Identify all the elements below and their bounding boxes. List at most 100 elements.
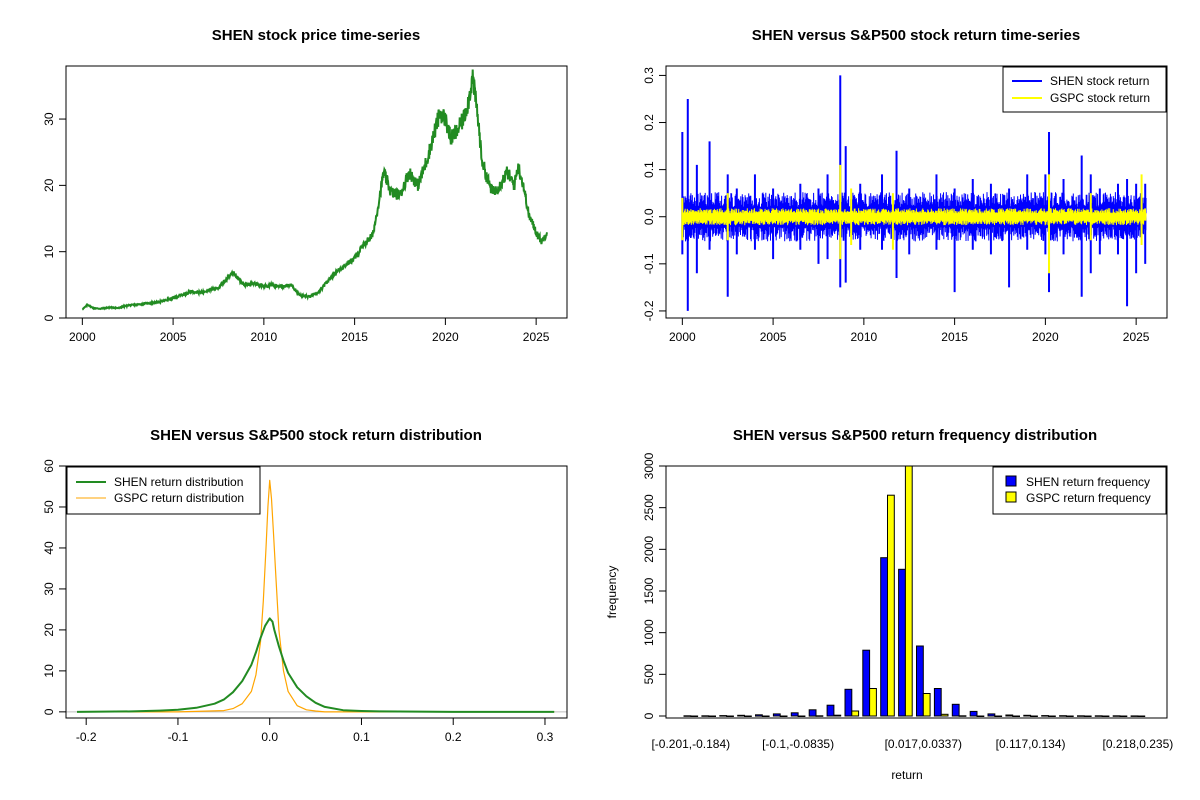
price-x-tick-label: 2025	[523, 330, 550, 344]
gspc-frequency-bar	[833, 714, 842, 717]
shen-frequency-bar	[1130, 715, 1139, 717]
frequency-y-tick-label: 1500	[642, 577, 656, 604]
gspc-frequency-bar	[994, 715, 1003, 717]
panel-return-frequency: SHEN versus S&P500 return frequency dist…	[605, 427, 1173, 782]
return-x-tick-label: 2025	[1123, 330, 1150, 344]
shen-return-legend-label: SHEN stock return	[1050, 74, 1149, 88]
gspc-frequency-bar	[1065, 715, 1074, 717]
shen-frequency-bar	[1041, 715, 1049, 717]
panel-return-timeseries: SHEN versus S&P500 stock return time-ser…	[642, 27, 1168, 344]
density-x-tick-label: -0.1	[168, 730, 189, 744]
gspc-density-legend-label: GSPC return distribution	[114, 491, 244, 505]
frequency-y-tick-label: 3000	[642, 452, 656, 479]
frequency-y-tick-label: 500	[642, 664, 656, 684]
shen-frequency-bar	[755, 714, 763, 717]
frequency-y-tick-label: 2500	[642, 494, 656, 521]
gspc-frequency-legend-swatch	[1005, 491, 1017, 503]
density-y-tick-label: 60	[42, 459, 56, 473]
gspc-frequency-bar	[1012, 715, 1021, 717]
gspc-frequency-bar	[690, 715, 699, 717]
shen-frequency-bar	[808, 709, 817, 717]
return-y-tick-label: -0.2	[642, 300, 656, 321]
price-x-tick-label: 2005	[160, 330, 187, 344]
price-y-tick-label: 0	[42, 314, 56, 321]
density-legend-box	[66, 466, 261, 515]
return-legend-box	[1002, 66, 1167, 113]
return-x-tick-label: 2020	[1032, 330, 1059, 344]
gspc-frequency-bar	[1048, 715, 1056, 717]
gspc-frequency-bar	[1101, 715, 1110, 717]
shen-frequency-bar	[862, 649, 871, 717]
shen-frequency-bar	[701, 715, 710, 717]
gspc-frequency-bar	[1137, 715, 1146, 717]
price-x-tick-label: 2020	[432, 330, 459, 344]
shen-frequency-bar	[683, 715, 692, 717]
return-legend: SHEN stock return GSPC stock return	[1002, 66, 1167, 113]
gspc-frequency-bar	[1119, 715, 1128, 717]
shen-density-legend-label: SHEN return distribution	[114, 475, 243, 489]
gspc-return-legend-label: GSPC stock return	[1050, 91, 1150, 105]
shen-frequency-bar	[790, 712, 799, 717]
gspc-frequency-bar	[761, 715, 770, 717]
price-x-tick-label: 2010	[251, 330, 278, 344]
shen-frequency-legend-swatch	[1005, 475, 1017, 487]
frequency-y-tick-label: 1000	[642, 619, 656, 646]
density-x-tick-label: 0.1	[353, 730, 370, 744]
gspc-frequency-bar	[1030, 715, 1038, 717]
gspc-frequency-bar	[726, 715, 734, 717]
density-plot-frame	[65, 465, 568, 719]
shen-frequency-bar	[951, 703, 960, 717]
return-x-tick-label: 2000	[669, 330, 696, 344]
gspc-frequency-bar	[887, 494, 895, 717]
frequency-y-tick-label: 2000	[642, 536, 656, 563]
gspc-frequency-legend-label: GSPC return frequency	[1026, 491, 1151, 505]
gspc-frequency-bar	[851, 710, 860, 717]
gspc-frequency-bar	[940, 713, 949, 717]
return-y-tick-label: 0.1	[642, 161, 656, 178]
shen-frequency-bar	[898, 568, 906, 717]
density-x-tick-label: -0.2	[76, 730, 97, 744]
shen-frequency-bar	[719, 715, 728, 717]
gspc-frequency-bar	[779, 715, 788, 717]
price-chart-title: SHEN stock price time-series	[212, 27, 420, 44]
frequency-legend-box	[992, 466, 1167, 515]
shen-frequency-bar	[737, 714, 746, 717]
frequency-y-axis-label: frequency	[605, 566, 619, 619]
frequency-x-tick-label: [-0.201,-0.184)	[651, 737, 730, 751]
gspc-frequency-bar	[922, 693, 931, 717]
shen-frequency-bar	[772, 713, 781, 717]
gspc-frequency-bar	[904, 466, 913, 717]
frequency-plot-area: 0 500 1000 1500 2000 2500 3000 [-0.201,-0.184) […	[642, 452, 1173, 751]
frequency-y-tick-label: 0	[642, 712, 656, 719]
density-legend: SHEN return distribution GSPC return dis…	[66, 466, 261, 515]
frequency-chart-title: SHEN versus S&P500 return frequency dist…	[733, 427, 1097, 444]
frequency-plot-frame	[665, 465, 1168, 719]
price-y-tick-label: 10	[42, 245, 56, 259]
price-y-tick-label: 30	[42, 112, 56, 126]
shen-frequency-legend-label: SHEN return frequency	[1026, 475, 1150, 489]
shen-frequency-bar	[987, 713, 996, 717]
gspc-frequency-bar	[744, 715, 752, 717]
return-y-tick-label: 0.2	[642, 114, 656, 131]
panel-price-timeseries: SHEN stock price time-series 2000 2005 201…	[42, 27, 568, 344]
shen-frequency-bar	[916, 645, 924, 717]
frequency-bars	[683, 466, 1146, 717]
frequency-x-tick-label: [0.017,0.0337)	[885, 737, 962, 751]
gspc-frequency-bar	[869, 688, 877, 717]
shen-frequency-bar	[969, 710, 978, 717]
shen-frequency-bar	[826, 704, 835, 717]
density-x-tick-label: 0.2	[445, 730, 462, 744]
gspc-frequency-bar	[708, 715, 717, 717]
price-plot-frame	[65, 65, 568, 319]
shen-frequency-bar	[844, 688, 853, 717]
frequency-x-axis-label: return	[891, 768, 922, 782]
density-x-tick-label: 0.0	[261, 730, 278, 744]
density-y-tick-label: 40	[42, 541, 56, 555]
price-x-tick-label: 2000	[69, 330, 96, 344]
density-x-tick-label: 0.3	[537, 730, 554, 744]
density-y-tick-label: 0	[42, 708, 56, 715]
shen-frequency-bar	[1094, 715, 1103, 717]
return-y-tick-label: -0.1	[642, 253, 656, 274]
frequency-x-tick-label: [0.218,0.235)	[1103, 737, 1174, 751]
shen-frequency-bar	[1005, 714, 1014, 717]
